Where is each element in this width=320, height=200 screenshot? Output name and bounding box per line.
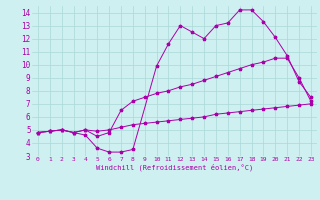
X-axis label: Windchill (Refroidissement éolien,°C): Windchill (Refroidissement éolien,°C) <box>96 164 253 171</box>
